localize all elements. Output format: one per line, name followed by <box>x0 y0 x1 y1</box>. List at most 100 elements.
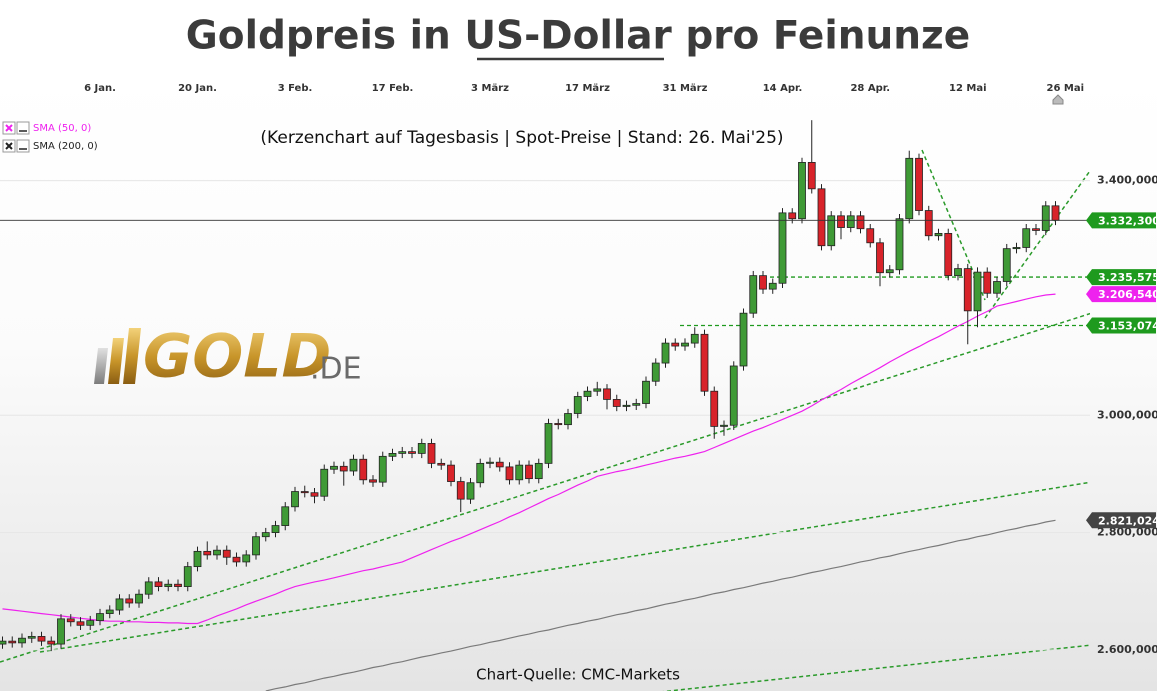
candle-body <box>710 390 719 427</box>
candle-body <box>105 609 114 614</box>
candle-body <box>778 212 787 284</box>
candle-body <box>37 636 46 642</box>
candle-body <box>612 399 621 407</box>
candle-body <box>924 210 933 237</box>
candle-body <box>642 380 650 404</box>
candle-body <box>47 640 56 645</box>
candle-body <box>359 458 368 481</box>
candle-body <box>388 452 397 457</box>
candle-body <box>983 271 992 294</box>
candle-body <box>242 554 251 563</box>
x-tick-label: 3 Feb. <box>278 83 313 94</box>
sma-line <box>2 293 1056 625</box>
sma-label-box <box>1086 286 1156 303</box>
candle-body <box>544 423 553 464</box>
candle-body <box>525 464 533 480</box>
x-tick-label: 6 Jan. <box>84 83 116 94</box>
candle-body <box>96 613 104 621</box>
sma-label: 3.206,540 <box>1098 288 1157 301</box>
candle-body <box>437 462 446 466</box>
marker <box>1052 94 1064 105</box>
candle-body <box>817 188 826 247</box>
candle-body <box>671 342 680 347</box>
candle-body <box>768 282 777 290</box>
candle-body <box>827 215 836 247</box>
candle-body <box>661 342 670 364</box>
candle-body <box>895 218 904 271</box>
candle-body <box>534 462 543 480</box>
candle-body <box>486 461 494 464</box>
candle-body <box>378 455 387 483</box>
candle-body <box>252 536 260 556</box>
candle-body <box>66 618 75 623</box>
candle-body <box>271 525 280 533</box>
candle-body <box>1022 228 1031 248</box>
subtitle: (Kerzenchart auf Tagesbasis | Spot-Preis… <box>260 128 783 148</box>
candle-body <box>622 404 631 407</box>
candle-body <box>320 468 329 497</box>
candle-body <box>973 271 982 312</box>
candle-body <box>495 461 504 468</box>
x-tick-label: 26 Mai <box>1046 83 1084 94</box>
candle-body <box>729 365 738 426</box>
x-tick-label: 28 Apr. <box>850 83 890 94</box>
candle-body <box>739 312 748 367</box>
candle-body <box>144 581 153 595</box>
candle-body <box>554 423 563 426</box>
candle-body <box>583 390 592 397</box>
candle-body <box>86 620 95 626</box>
candle-body <box>963 268 972 312</box>
candle-body <box>310 492 319 497</box>
trend-line <box>662 644 1090 691</box>
candle-body <box>408 451 416 454</box>
candle-body <box>456 481 465 500</box>
y-tick-label: 3.400,000 <box>1097 174 1157 187</box>
candle-body <box>125 598 134 604</box>
candle-body <box>1002 248 1011 282</box>
logo-bar <box>94 348 108 384</box>
candle-body <box>700 333 709 392</box>
candle-body <box>8 640 17 644</box>
candle-body <box>885 269 894 274</box>
candle-body <box>690 333 699 344</box>
candle-body <box>846 215 855 228</box>
candle-body <box>174 583 182 587</box>
trend-line <box>39 481 1090 653</box>
candle-body <box>57 618 65 645</box>
trend-line <box>0 312 1090 663</box>
candle-body <box>866 228 875 244</box>
source: Chart-Quelle: CMC-Markets <box>476 666 680 684</box>
candle-body <box>905 157 914 220</box>
sma-label: 2.821,024 <box>1098 514 1157 527</box>
candle-body <box>954 268 962 277</box>
candle-body <box>222 549 231 558</box>
plot-background <box>0 75 1157 691</box>
candle-body <box>564 413 572 426</box>
candle-body <box>856 215 865 230</box>
candle-body <box>115 598 124 611</box>
candle-body <box>261 532 270 538</box>
candle-body <box>135 593 143 604</box>
candle-body <box>1051 205 1060 221</box>
candle-body <box>798 162 806 220</box>
level-label-box <box>1086 269 1156 286</box>
x-tick-label: 20 Jan. <box>178 83 217 94</box>
candle-body <box>193 550 202 568</box>
candle-body <box>76 621 85 626</box>
candle-body <box>759 275 767 290</box>
candle-body <box>213 549 221 556</box>
level-label: 3.153,074 <box>1098 319 1157 332</box>
x-tick-label: 3 März <box>471 83 509 94</box>
candle-body <box>1041 205 1050 231</box>
candle-body <box>164 583 173 587</box>
y-tick-label: 2.800,000 <box>1097 526 1157 539</box>
logo-text: GOLD <box>143 322 331 392</box>
legend-label: SMA (50, 0) <box>33 123 91 134</box>
x-tick-label: 31 März <box>663 83 708 94</box>
candle-body <box>749 275 758 314</box>
logo-bar <box>108 338 124 384</box>
candle-body <box>398 451 407 454</box>
logo: GOLD .DE <box>94 322 362 392</box>
legend-x <box>5 142 13 150</box>
